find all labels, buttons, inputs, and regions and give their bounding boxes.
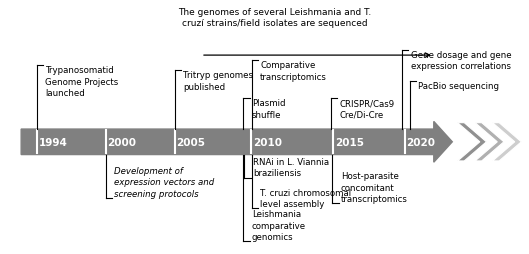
Text: RNAi in L. Viannia
braziliensis: RNAi in L. Viannia braziliensis (253, 157, 329, 178)
Polygon shape (492, 123, 522, 161)
Text: The genomes of several Leishmania and T.
cruzí strains/field isolates are sequen: The genomes of several Leishmania and T.… (178, 8, 372, 28)
Text: CRISPR/Cas9
Cre/Di-Cre: CRISPR/Cas9 Cre/Di-Cre (339, 99, 394, 119)
FancyArrow shape (21, 122, 452, 163)
Text: Leishmania
comparative
genomics: Leishmania comparative genomics (252, 210, 306, 241)
Text: 2015: 2015 (335, 137, 364, 147)
Text: 2000: 2000 (107, 137, 136, 147)
Text: 2010: 2010 (253, 137, 282, 147)
Polygon shape (475, 123, 504, 161)
Text: Development of
expression vectors and
screening protocols: Development of expression vectors and sc… (114, 166, 215, 198)
Text: Host-parasite
concomitant
transcriptomics: Host-parasite concomitant transcriptomic… (341, 171, 407, 203)
Text: PacBio sequencing: PacBio sequencing (418, 81, 499, 90)
Text: Comparative
transcriptomics: Comparative transcriptomics (260, 61, 327, 81)
Text: 2020: 2020 (406, 137, 435, 147)
Text: 1994: 1994 (39, 137, 68, 147)
Text: Tritryp genomes
published: Tritryp genomes published (183, 71, 253, 91)
Text: Gene dosage and gene
expression correlations: Gene dosage and gene expression correlat… (411, 51, 511, 71)
Text: 2005: 2005 (176, 137, 205, 147)
Text: Plasmid
shuffle: Plasmid shuffle (252, 99, 285, 119)
Text: Trypanosomatid
Genome Projects
launched: Trypanosomatid Genome Projects launched (45, 66, 118, 98)
Polygon shape (458, 123, 487, 161)
Text: T. cruzi chromosomal
level assembly: T. cruzi chromosomal level assembly (260, 188, 351, 208)
